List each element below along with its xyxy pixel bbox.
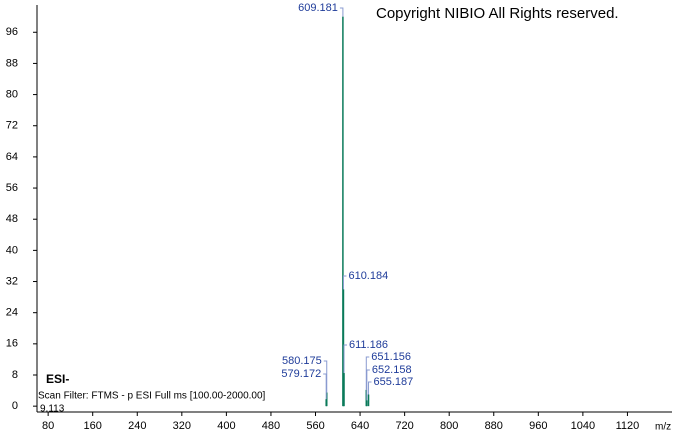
x-tick-label: 240 — [128, 420, 146, 432]
x-tick-label: 400 — [217, 420, 235, 432]
label-leader — [365, 356, 370, 390]
peak-label: 579.172 — [281, 368, 321, 380]
label-leader — [366, 369, 370, 401]
y-tick-label: 24 — [6, 307, 18, 319]
label-leader — [339, 7, 344, 17]
peak-label: 652.158 — [372, 364, 412, 376]
x-tick-label: 160 — [84, 420, 102, 432]
peak-label: 651.156 — [371, 351, 411, 363]
y-tick-label: 32 — [6, 275, 18, 287]
peak-label: 580.175 — [282, 355, 322, 367]
y-tick-label: 56 — [6, 182, 18, 194]
x-tick-label: 1120 — [616, 420, 640, 432]
retention-time: 9.113 — [40, 404, 65, 415]
label-leader — [368, 381, 372, 395]
x-tick-label: 80 — [42, 420, 54, 432]
copyright: Copyright NIBIO All Rights reserved. — [376, 5, 619, 22]
label-leader — [343, 344, 348, 374]
label-leader — [323, 373, 327, 400]
x-tick-label: 720 — [395, 420, 413, 432]
y-tick-label: 48 — [6, 213, 18, 225]
scan-filter: Scan Filter: FTMS - p ESI Full ms [100.0… — [38, 391, 266, 402]
x-tick-label: 880 — [485, 420, 503, 432]
label-leader — [342, 275, 347, 290]
y-tick-label: 80 — [6, 88, 18, 100]
ionization: ESI- — [46, 372, 69, 386]
y-tick-label: 96 — [6, 26, 18, 38]
x-tick-label: 480 — [262, 420, 280, 432]
x-tick-label: 320 — [173, 420, 191, 432]
x-tick-label: 640 — [351, 420, 369, 432]
y-tick-label: 0 — [12, 400, 18, 412]
y-tick-label: 64 — [6, 151, 18, 163]
y-tick-label: 8 — [12, 369, 18, 381]
y-tick-label: 40 — [6, 244, 18, 256]
x-axis-label: m/z — [655, 422, 671, 433]
peak-label: 610.184 — [348, 270, 388, 282]
peak-label: 609.181 — [298, 2, 338, 14]
label-leader — [323, 360, 328, 393]
peak-label: 655.187 — [374, 376, 414, 388]
y-tick-label: 72 — [6, 120, 18, 132]
x-tick-label: 560 — [306, 420, 324, 432]
x-tick-label: 1040 — [571, 420, 595, 432]
x-tick-label: 960 — [529, 420, 547, 432]
x-tick-label: 800 — [440, 420, 458, 432]
y-tick-label: 16 — [6, 338, 18, 350]
peak-label: 611.186 — [349, 339, 388, 351]
y-tick-label: 88 — [6, 57, 18, 69]
